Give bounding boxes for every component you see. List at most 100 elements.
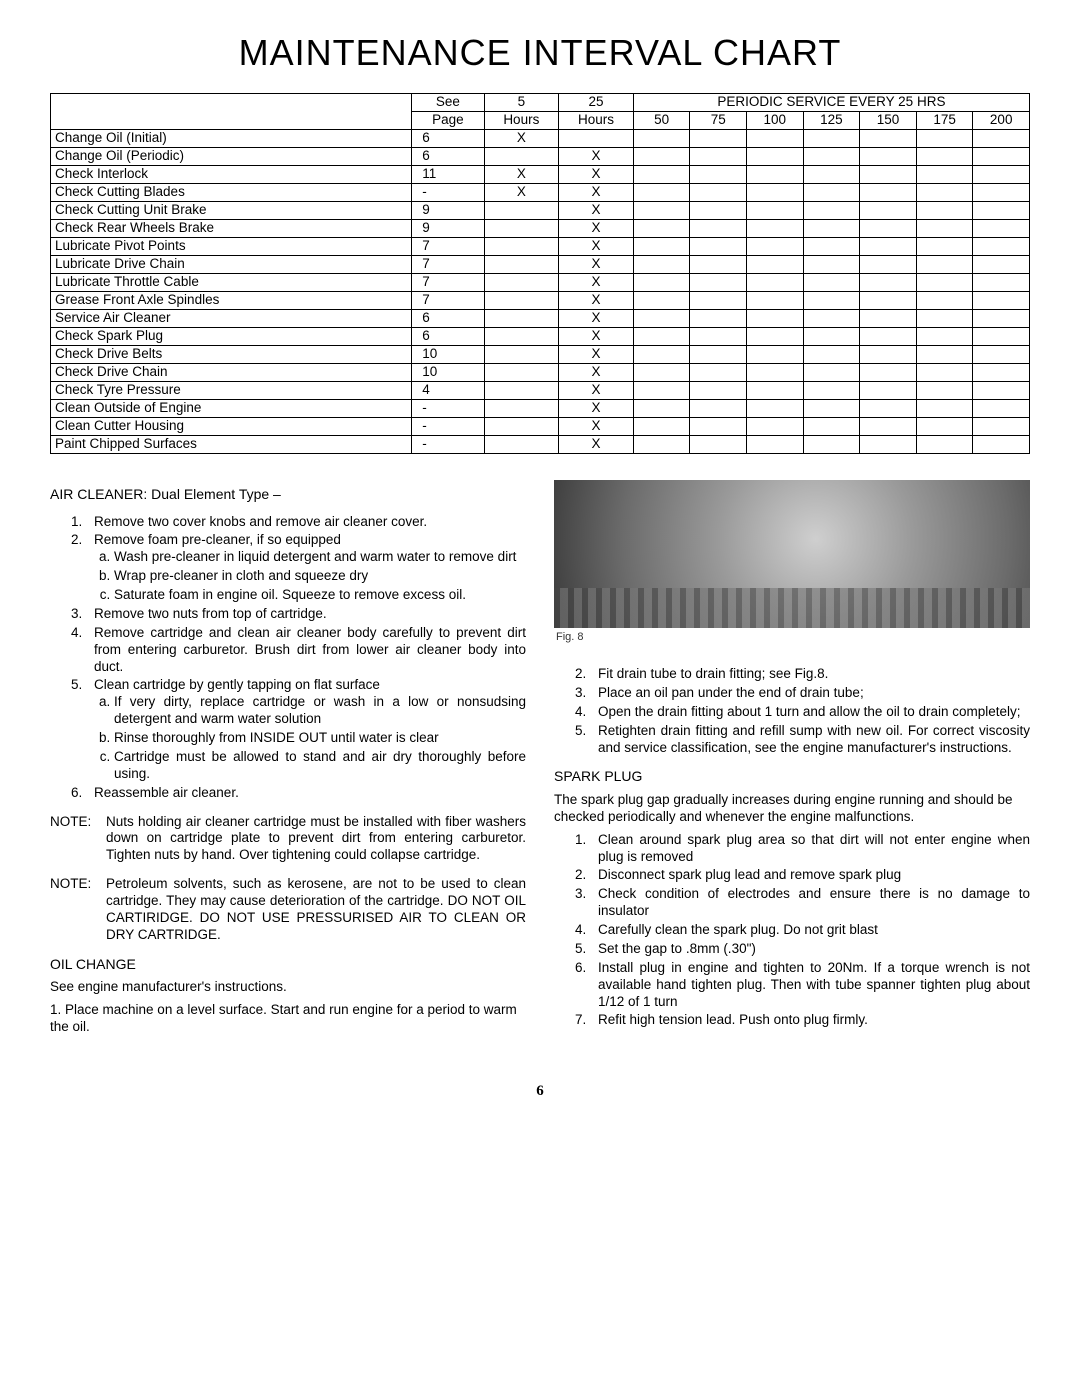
col-125: 125	[803, 112, 860, 130]
h25-cell: X	[559, 292, 634, 310]
task-cell: Clean Cutter Housing	[51, 418, 412, 436]
h25-cell: X	[559, 184, 634, 202]
list-item: Wrap pre-cleaner in cloth and squeeze dr…	[114, 568, 526, 585]
p-cell	[633, 436, 690, 454]
list-item: Retighten drain fitting and refill sump …	[590, 723, 1030, 757]
p-cell	[803, 418, 860, 436]
list-item: Check condition of electrodes and ensure…	[590, 886, 1030, 920]
list-item: Rinse thoroughly from INSIDE OUT until w…	[114, 730, 526, 747]
page-cell: -	[412, 400, 484, 418]
p-cell	[803, 382, 860, 400]
page-cell: 9	[412, 202, 484, 220]
col-hours5: Hours	[484, 112, 559, 130]
spark-intro: The spark plug gap gradually increases d…	[554, 792, 1030, 826]
h5-cell	[484, 382, 559, 400]
p-cell	[973, 220, 1030, 238]
p-cell	[803, 148, 860, 166]
p-cell	[803, 400, 860, 418]
p-cell	[633, 328, 690, 346]
h5-cell	[484, 364, 559, 382]
table-row: Lubricate Throttle Cable7X	[51, 274, 1030, 292]
h25-cell: X	[559, 256, 634, 274]
p-cell	[747, 238, 804, 256]
col-75: 75	[690, 112, 747, 130]
task-cell: Grease Front Axle Spindles	[51, 292, 412, 310]
h25-cell: X	[559, 436, 634, 454]
p-cell	[973, 382, 1030, 400]
p-cell	[690, 364, 747, 382]
page-cell: 11	[412, 166, 484, 184]
p-cell	[973, 274, 1030, 292]
p-cell	[916, 202, 973, 220]
p-cell	[860, 382, 917, 400]
p-cell	[747, 436, 804, 454]
p-cell	[973, 130, 1030, 148]
p-cell	[916, 238, 973, 256]
p-cell	[973, 400, 1030, 418]
p-cell	[747, 418, 804, 436]
task-cell: Check Cutting Unit Brake	[51, 202, 412, 220]
figure-image	[554, 480, 1030, 628]
h25-cell: X	[559, 346, 634, 364]
p-cell	[747, 220, 804, 238]
p-cell	[973, 202, 1030, 220]
table-row: Check Drive Chain10X	[51, 364, 1030, 382]
p-cell	[633, 418, 690, 436]
page-cell: -	[412, 184, 484, 202]
table-row: Change Oil (Periodic)6X	[51, 148, 1030, 166]
h5-cell: X	[484, 166, 559, 184]
p-cell	[633, 166, 690, 184]
p-cell	[633, 202, 690, 220]
h5-cell	[484, 148, 559, 166]
p-cell	[860, 220, 917, 238]
p-cell	[916, 364, 973, 382]
h25-cell: X	[559, 364, 634, 382]
p-cell	[973, 310, 1030, 328]
p-cell	[747, 310, 804, 328]
p-cell	[860, 418, 917, 436]
h25-cell: X	[559, 166, 634, 184]
spark-plug-steps: Clean around spark plug area so that dir…	[554, 832, 1030, 1030]
p-cell	[747, 202, 804, 220]
task-cell: Check Drive Belts	[51, 346, 412, 364]
p-cell	[973, 328, 1030, 346]
p-cell	[747, 364, 804, 382]
task-cell: Check Rear Wheels Brake	[51, 220, 412, 238]
page-cell: -	[412, 418, 484, 436]
h5-cell	[484, 400, 559, 418]
h25-cell: X	[559, 202, 634, 220]
list-item: Wash pre-cleaner in liquid detergent and…	[114, 549, 526, 566]
page-cell: 7	[412, 256, 484, 274]
p-cell	[916, 274, 973, 292]
table-row: Paint Chipped Surfaces-X	[51, 436, 1030, 454]
p-cell	[803, 166, 860, 184]
p-cell	[860, 166, 917, 184]
p-cell	[916, 166, 973, 184]
p-cell	[973, 166, 1030, 184]
list-item: Remove foam pre-cleaner, if so equipped …	[86, 532, 526, 604]
task-cell: Change Oil (Periodic)	[51, 148, 412, 166]
table-row: Lubricate Drive Chain7X	[51, 256, 1030, 274]
spark-plug-title: SPARK PLUG	[554, 768, 1030, 786]
h25-cell: X	[559, 328, 634, 346]
p-cell	[973, 418, 1030, 436]
figure-8: Fig. 8	[554, 480, 1030, 650]
p-cell	[916, 310, 973, 328]
p-cell	[633, 382, 690, 400]
h25-cell: X	[559, 274, 634, 292]
col-periodic: PERIODIC SERVICE EVERY 25 HRS	[633, 94, 1029, 112]
p-cell	[860, 328, 917, 346]
list-item: Reassemble air cleaner.	[86, 785, 526, 802]
table-row: Check Rear Wheels Brake9X	[51, 220, 1030, 238]
p-cell	[690, 346, 747, 364]
note-label: NOTE:	[50, 814, 91, 829]
p-cell	[803, 364, 860, 382]
table-row: Check Cutting Blades-XX	[51, 184, 1030, 202]
p-cell	[860, 292, 917, 310]
h5-cell	[484, 328, 559, 346]
page-cell: -	[412, 436, 484, 454]
oil-step-1: 1. Place machine on a level surface. Sta…	[50, 1002, 526, 1036]
p-cell	[973, 256, 1030, 274]
p-cell	[690, 418, 747, 436]
col-100: 100	[747, 112, 804, 130]
